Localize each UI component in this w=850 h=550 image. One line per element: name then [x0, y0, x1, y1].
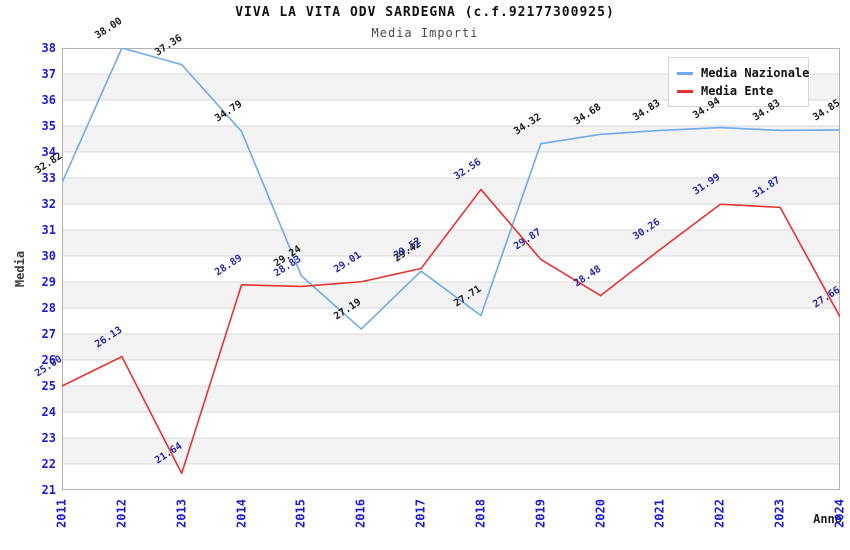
x-tick-label: 2020 [593, 499, 608, 528]
chart-subtitle: Media Importi [371, 26, 479, 40]
plot-band [62, 204, 840, 230]
x-tick-label: 2024 [832, 499, 847, 528]
x-tick-label: 2016 [353, 499, 368, 528]
y-tick-label: 22 [41, 457, 56, 471]
plot-band [62, 386, 840, 412]
y-tick-label: 25 [41, 379, 56, 393]
plot-border [62, 48, 840, 490]
y-tick-label: 29 [41, 275, 56, 289]
plot-band [62, 178, 840, 204]
plot-band [62, 334, 840, 360]
plot-band [62, 412, 840, 438]
y-tick-label: 26 [41, 353, 56, 367]
y-tick-label: 31 [41, 223, 56, 237]
y-tick-label: 34 [41, 145, 56, 159]
plot-band [62, 308, 840, 334]
x-tick-label: 2017 [413, 499, 428, 528]
y-tick-label: 32 [41, 197, 56, 211]
legend-item-nazionale: Media Nazionale [677, 64, 810, 82]
x-tick-label: 2012 [114, 499, 129, 528]
x-tick-label: 2014 [234, 499, 249, 528]
y-tick-label: 38 [41, 41, 56, 55]
legend: Media Nazionale Media Ente [668, 57, 809, 107]
y-tick-label: 28 [41, 301, 56, 315]
x-tick-label: 2015 [293, 499, 308, 528]
plot-area [61, 47, 841, 491]
y-tick-label: 36 [41, 93, 56, 107]
y-tick-label: 23 [41, 431, 56, 445]
plot-band [62, 360, 840, 386]
y-tick-label: 33 [41, 171, 56, 185]
plot-svg [61, 47, 841, 491]
legend-label-nazionale: Media Nazionale [701, 66, 810, 80]
plot-band [62, 230, 840, 256]
plot-band [62, 464, 840, 490]
legend-swatch-ente-icon [677, 89, 693, 93]
x-tick-label: 2018 [473, 499, 488, 528]
x-tick-label: 2013 [174, 499, 189, 528]
plot-band [62, 152, 840, 178]
x-tick-label: 2011 [54, 499, 69, 528]
series-line-1 [61, 188, 841, 475]
x-tick-label: 2019 [533, 499, 548, 528]
y-tick-label: 35 [41, 119, 56, 133]
chart-title: VIVA LA VITA ODV SARDEGNA (c.f.921773009… [235, 5, 615, 20]
y-tick-label: 24 [41, 405, 56, 419]
series-line-0 [61, 47, 841, 330]
legend-item-ente: Media Ente [677, 82, 808, 100]
x-tick-label: 2023 [772, 499, 787, 528]
x-tick-label: 2021 [652, 499, 667, 528]
x-axis-title: Anno [813, 512, 842, 526]
plot-band [62, 256, 840, 282]
y-tick-label: 27 [41, 327, 56, 341]
x-tick-label: 2022 [712, 499, 727, 528]
y-tick-label: 21 [41, 483, 56, 497]
plot-band [62, 126, 840, 152]
legend-swatch-nazionale-icon [677, 71, 693, 75]
plot-band [62, 282, 840, 308]
y-tick-label: 37 [41, 67, 56, 81]
y-tick-label: 30 [41, 249, 56, 263]
legend-label-ente: Media Ente [701, 84, 774, 98]
